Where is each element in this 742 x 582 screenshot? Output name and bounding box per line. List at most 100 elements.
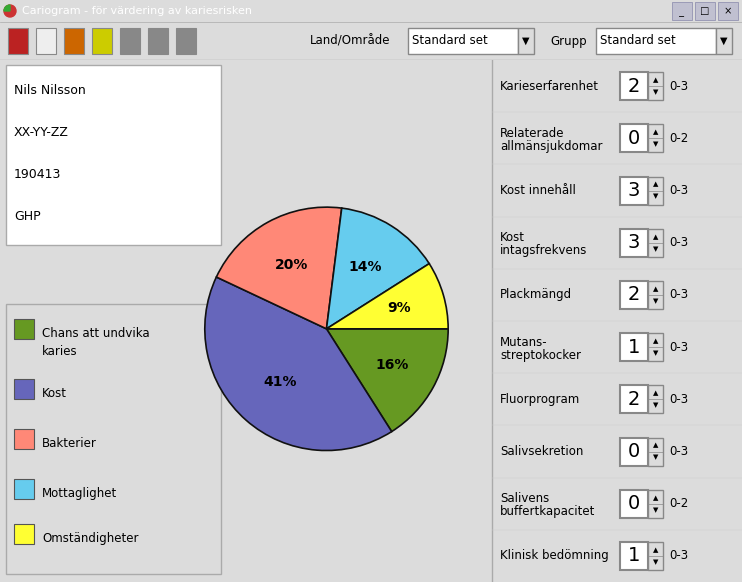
Text: 0-3: 0-3 [669,393,688,406]
Text: Relaterade: Relaterade [500,127,565,140]
Circle shape [4,5,16,17]
Text: ▲: ▲ [653,182,658,187]
Text: 3: 3 [628,233,640,252]
FancyBboxPatch shape [672,2,692,20]
Text: 3: 3 [628,181,640,200]
Text: buffertkapacitet: buffertkapacitet [500,505,595,518]
FancyBboxPatch shape [518,28,534,54]
Text: 20%: 20% [275,258,308,272]
Text: XX-YY-ZZ: XX-YY-ZZ [14,126,69,139]
Text: ▲: ▲ [653,547,658,553]
FancyBboxPatch shape [695,2,715,20]
Bar [14,319,34,339]
FancyBboxPatch shape [648,438,663,466]
Bar [14,429,34,449]
FancyBboxPatch shape [716,28,732,54]
Text: Grupp: Grupp [550,34,587,48]
Text: ▲: ▲ [653,77,658,83]
FancyBboxPatch shape [620,176,648,204]
Bar [14,479,34,499]
Text: ×: × [720,6,735,16]
Text: ▼: ▼ [653,402,658,409]
Text: 41%: 41% [263,375,297,389]
Text: ▲: ▲ [653,286,658,292]
Text: Omständigheter: Omständigheter [42,532,139,545]
Text: □: □ [697,6,713,16]
Text: 0-3: 0-3 [669,236,688,249]
Bar [14,524,34,544]
Text: _: _ [677,6,688,16]
Text: Bakterier: Bakterier [42,437,97,450]
FancyBboxPatch shape [596,28,716,54]
Text: ▼: ▼ [653,455,658,460]
FancyBboxPatch shape [620,542,648,570]
Text: ▼: ▼ [720,36,728,46]
FancyBboxPatch shape [36,28,56,54]
Text: 2: 2 [628,285,640,304]
Wedge shape [326,264,448,329]
Text: ▼: ▼ [653,350,658,356]
Text: 0-2: 0-2 [669,132,689,145]
FancyBboxPatch shape [648,542,663,570]
Text: ▲: ▲ [653,338,658,344]
Text: Fluorprogram: Fluorprogram [500,393,580,406]
Wedge shape [326,208,429,329]
FancyBboxPatch shape [620,125,648,152]
Text: Klinisk bedömning: Klinisk bedömning [500,549,608,562]
Text: GHP: GHP [14,210,41,222]
Text: ▼: ▼ [653,193,658,200]
Wedge shape [326,329,448,432]
FancyBboxPatch shape [620,385,648,413]
Text: Standard set: Standard set [600,34,676,48]
Text: 2: 2 [628,77,640,95]
Text: ▼: ▼ [653,89,658,95]
Text: ▼: ▼ [653,141,658,147]
FancyBboxPatch shape [620,229,648,257]
FancyBboxPatch shape [648,385,663,413]
Text: 9%: 9% [387,301,411,315]
Text: 2: 2 [628,390,640,409]
Wedge shape [217,207,342,329]
FancyBboxPatch shape [620,489,648,518]
Text: 1: 1 [628,338,640,357]
Text: Salivens: Salivens [500,492,549,505]
FancyBboxPatch shape [620,72,648,100]
Text: allmänsjukdomar: allmänsjukdomar [500,140,603,153]
Text: Mottaglighet: Mottaglighet [42,487,117,500]
FancyBboxPatch shape [718,2,738,20]
FancyBboxPatch shape [620,438,648,466]
Text: 0: 0 [628,442,640,461]
Text: 14%: 14% [349,260,382,274]
Text: 0-3: 0-3 [669,184,688,197]
Text: 0-3: 0-3 [669,549,688,562]
FancyBboxPatch shape [64,28,84,54]
Text: Plackmängd: Plackmängd [500,289,572,301]
Text: Cariogram - för värdering av kariesrisken: Cariogram - för värdering av kariesriske… [22,6,252,16]
Text: intagsfrekvens: intagsfrekvens [500,244,588,257]
Text: ▲: ▲ [653,129,658,135]
FancyBboxPatch shape [408,28,518,54]
Text: 0: 0 [628,494,640,513]
Text: 0-3: 0-3 [669,445,688,458]
Text: ▲: ▲ [653,495,658,501]
FancyBboxPatch shape [648,281,663,309]
FancyBboxPatch shape [120,28,140,54]
Text: ▼: ▼ [653,298,658,304]
Wedge shape [4,5,10,11]
FancyBboxPatch shape [8,28,28,54]
FancyBboxPatch shape [176,28,196,54]
Text: streptokocker: streptokocker [500,349,581,361]
Text: Chans att undvika
karies: Chans att undvika karies [42,327,150,358]
Text: ▲: ▲ [653,234,658,240]
Text: ▼: ▼ [653,507,658,513]
Text: ▲: ▲ [653,391,658,396]
Text: 0-3: 0-3 [669,289,688,301]
FancyBboxPatch shape [148,28,168,54]
Text: 0-3: 0-3 [669,80,688,93]
Text: Salivsekretion: Salivsekretion [500,445,583,458]
Text: Land/Område: Land/Område [310,34,390,48]
Text: 0-3: 0-3 [669,340,688,354]
FancyBboxPatch shape [648,333,663,361]
Text: Kost innehåll: Kost innehåll [500,184,576,197]
Text: 0-2: 0-2 [669,497,689,510]
